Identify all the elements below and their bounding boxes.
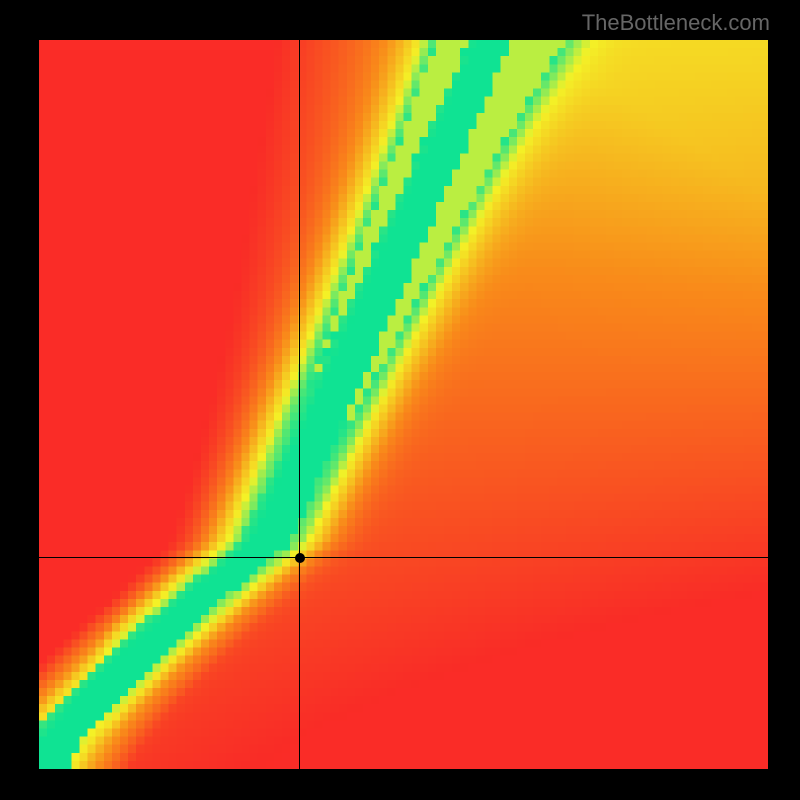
heatmap-canvas xyxy=(39,40,768,769)
crosshair-vertical xyxy=(299,40,300,769)
crosshair-marker xyxy=(295,553,305,563)
chart-container: { "watermark": { "text": "TheBottleneck.… xyxy=(0,0,800,800)
watermark-text: TheBottleneck.com xyxy=(582,10,770,36)
plot-area xyxy=(39,40,768,769)
crosshair-horizontal xyxy=(39,557,768,558)
